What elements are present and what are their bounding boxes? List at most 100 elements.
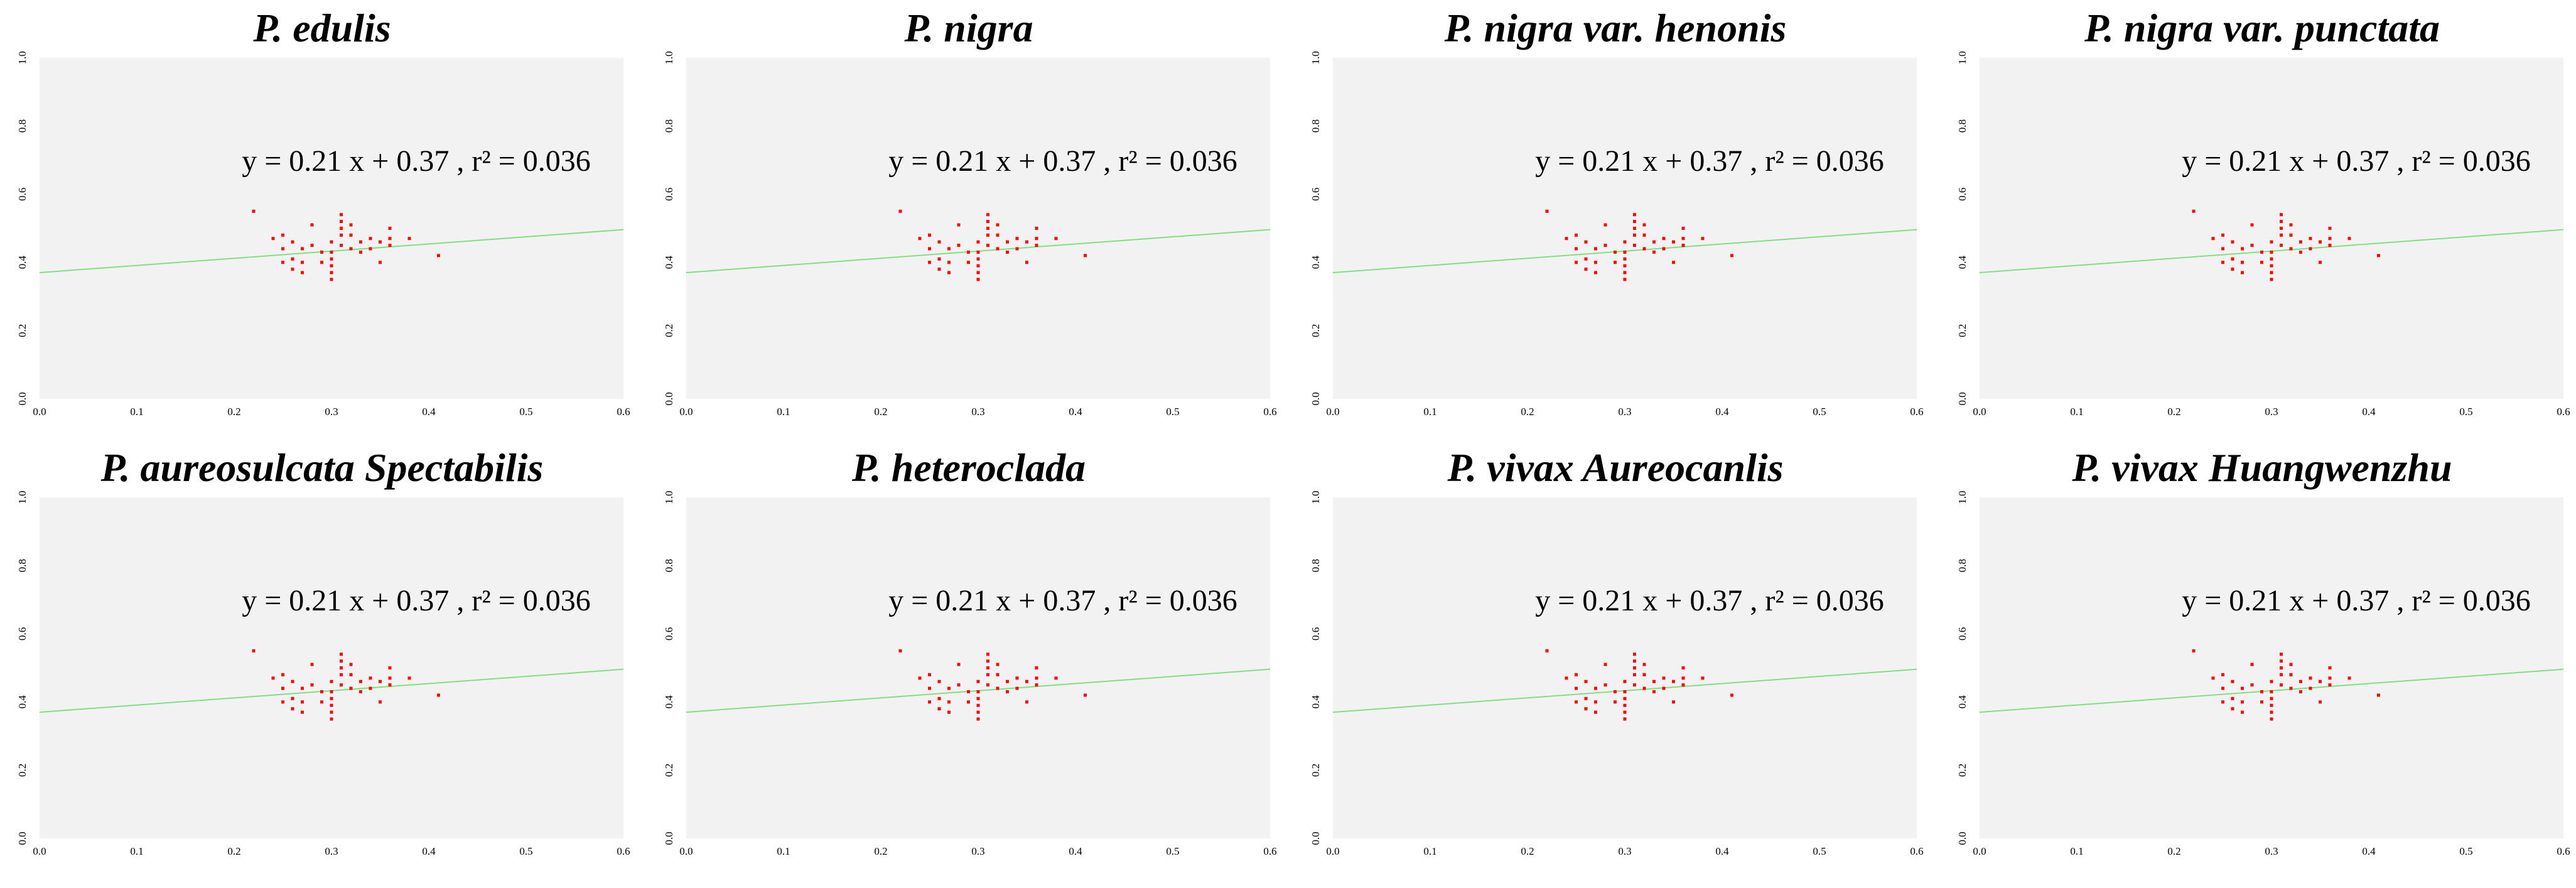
- y-tick-label: 0.4: [1956, 256, 1968, 269]
- data-point: [349, 673, 353, 676]
- data-point: [388, 676, 392, 680]
- data-point: [1035, 244, 1038, 247]
- data-point: [1594, 686, 1597, 690]
- data-point: [1603, 663, 1607, 666]
- data-point: [1594, 247, 1597, 251]
- x-tick-label: 0.4: [1715, 845, 1729, 857]
- data-point: [310, 223, 314, 227]
- scatter-panel: P. vivax Huangwenzhu 0.0 0.2 0.4 0.6 0.8 1.0 0.…: [1945, 440, 2576, 873]
- data-point: [1623, 703, 1627, 707]
- data-point: [976, 717, 980, 721]
- y-tick-label: 0.4: [1956, 695, 1968, 709]
- data-point: [340, 673, 343, 676]
- data-point: [1623, 264, 1627, 268]
- data-point: [379, 240, 382, 244]
- data-point: [976, 703, 980, 707]
- data-point: [1633, 683, 1636, 687]
- data-point: [1623, 710, 1627, 714]
- data-point: [340, 666, 343, 669]
- data-point: [976, 251, 980, 254]
- data-point: [976, 240, 980, 244]
- data-point: [1015, 686, 1019, 690]
- x-tick-label: 0.3: [1618, 845, 1631, 857]
- data-point: [967, 251, 970, 254]
- data-point: [1565, 237, 1568, 241]
- x-tick-label: 0.6: [2557, 406, 2570, 418]
- y-tick-label: 0.0: [16, 392, 28, 405]
- data-point: [1584, 257, 1588, 261]
- data-point: [330, 257, 333, 261]
- data-point: [2289, 233, 2293, 237]
- data-point: [976, 696, 980, 700]
- data-point: [1015, 676, 1019, 680]
- data-point: [2289, 686, 2293, 690]
- scatter-panel: P. nigra var. punctata 0.0 0.2 0.4 0.6 0.8 1.0…: [1945, 0, 2576, 433]
- x-tick-label: 0.2: [2167, 406, 2180, 418]
- data-point: [986, 220, 989, 224]
- data-point: [1623, 271, 1627, 274]
- data-point: [986, 659, 989, 663]
- data-point: [1701, 237, 1705, 241]
- y-tick-label: 0.4: [663, 256, 675, 269]
- data-point: [2211, 237, 2215, 241]
- data-point: [379, 680, 382, 683]
- x-tick-label: 0.0: [1973, 845, 1986, 857]
- data-point: [2328, 237, 2332, 241]
- data-point: [918, 676, 922, 680]
- data-point: [947, 686, 951, 690]
- data-point: [2289, 223, 2293, 227]
- x-tick-label: 0.3: [325, 845, 338, 857]
- x-tick-label: 0.6: [617, 845, 630, 857]
- data-point: [2309, 686, 2312, 690]
- data-point: [1701, 676, 1705, 680]
- x-tick-label: 0.4: [2362, 845, 2376, 857]
- data-point: [252, 649, 256, 652]
- data-point: [2260, 261, 2263, 264]
- panel-title: P. vivax Huangwenzhu: [2072, 445, 2452, 490]
- scatter-panel: P. nigra var. henonis 0.0 0.2 0.4 0.6 0.8 1.0 0…: [1298, 0, 1932, 433]
- regression-equation: y = 0.21 x + 0.37 , r² = 0.036: [1535, 584, 1884, 617]
- data-point: [957, 244, 961, 247]
- data-point: [2260, 251, 2263, 254]
- x-tick-label: 0.5: [2459, 845, 2472, 857]
- data-point: [957, 223, 961, 227]
- data-point: [2270, 710, 2273, 714]
- scatter-plot: 0.0 0.2 0.4 0.6 0.8 1.0 0.0 0.1 0.2 0.3 0.4 0.5 0.6 y…: [1956, 490, 2570, 857]
- data-point: [1614, 251, 1617, 254]
- data-point: [947, 261, 951, 264]
- y-tick-label: 0.6: [663, 188, 675, 201]
- data-point: [2328, 666, 2332, 669]
- data-point: [957, 683, 961, 687]
- data-point: [947, 271, 951, 274]
- y-tick-label: 1.0: [663, 490, 675, 504]
- data-point: [986, 244, 989, 247]
- data-point: [340, 652, 343, 656]
- data-point: [2231, 240, 2234, 244]
- data-point: [1633, 244, 1636, 247]
- data-point: [1681, 666, 1685, 669]
- data-point: [1623, 690, 1627, 694]
- data-point: [330, 240, 333, 244]
- plot-area: [686, 497, 1270, 838]
- data-point: [359, 251, 362, 254]
- data-point: [2221, 247, 2224, 251]
- regression-equation: y = 0.21 x + 0.37 , r² = 0.036: [888, 584, 1237, 617]
- data-point: [330, 680, 333, 683]
- data-point: [330, 703, 333, 707]
- y-tick-label: 1.0: [16, 490, 28, 504]
- y-tick-label: 0.6: [1956, 627, 1968, 641]
- data-point: [976, 264, 980, 268]
- data-point: [1575, 673, 1578, 676]
- data-point: [2347, 676, 2351, 680]
- y-tick-label: 0.8: [1956, 119, 1968, 133]
- y-tick-label: 0.6: [16, 188, 28, 201]
- data-point: [1575, 686, 1578, 690]
- plot-area: [1333, 58, 1917, 399]
- data-point: [2221, 673, 2224, 676]
- data-point: [1642, 247, 1646, 251]
- data-point: [1652, 680, 1656, 683]
- data-point: [2221, 261, 2224, 264]
- data-point: [996, 233, 1000, 237]
- data-point: [2309, 247, 2312, 251]
- data-point: [1633, 227, 1636, 230]
